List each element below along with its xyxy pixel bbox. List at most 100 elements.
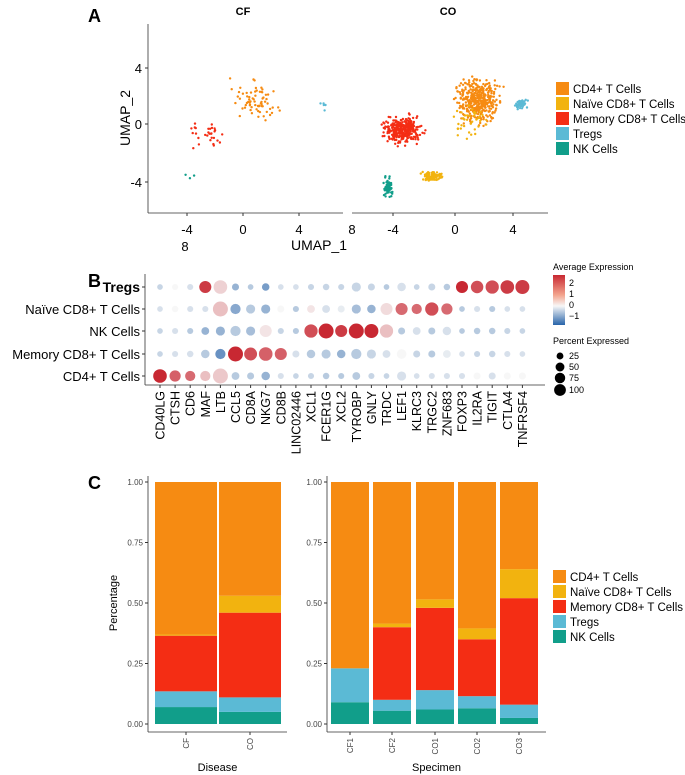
umap-point <box>252 78 255 81</box>
umap-point <box>386 125 389 129</box>
umap-point <box>475 94 479 97</box>
umap-point <box>483 84 487 88</box>
umap-point <box>473 88 477 92</box>
umap-point <box>210 126 214 130</box>
disease-bar-segment <box>155 691 217 708</box>
size-legend-label: 50 <box>569 362 579 372</box>
expression-dot <box>293 284 299 290</box>
umap-point <box>465 118 469 122</box>
gene-label: CTLA4 <box>501 391 515 430</box>
expression-dot <box>485 280 499 294</box>
gene-label: ZNF683 <box>440 391 454 436</box>
umap-point <box>458 84 461 87</box>
expression-dot <box>157 328 163 334</box>
specimen-bar-segment <box>373 627 411 700</box>
legend-label: Memory CD8+ T Cells <box>573 114 685 126</box>
umap-point <box>489 87 492 90</box>
umap-point <box>437 173 440 177</box>
expression-dot <box>459 306 465 312</box>
umap-point <box>468 114 471 118</box>
expression-dot <box>187 327 194 335</box>
umap-point <box>493 111 496 114</box>
expression-dot <box>259 324 272 338</box>
umap-point <box>463 114 467 117</box>
umap-point <box>472 103 476 106</box>
umap-point <box>466 83 469 86</box>
umap-point <box>249 91 253 94</box>
expression-dot <box>366 349 376 359</box>
expression-dot <box>442 350 451 358</box>
legend-key <box>553 630 566 643</box>
umap-point <box>485 88 488 92</box>
umap-point <box>272 90 275 93</box>
umap-point <box>474 97 477 100</box>
umap-point <box>322 103 325 107</box>
umap-point <box>395 126 398 130</box>
umap-point <box>464 86 467 89</box>
umap-point <box>409 130 412 133</box>
disease-bar-segment <box>219 595 281 613</box>
expression-dot <box>230 303 241 315</box>
gene-label: GNLY <box>365 390 379 424</box>
umap-point <box>403 144 407 147</box>
umap-point <box>194 132 198 135</box>
umap-point <box>394 142 397 145</box>
umap-point <box>417 138 420 141</box>
umap-point <box>410 132 413 135</box>
umap-point <box>473 114 476 117</box>
size-legend-dot <box>554 372 566 384</box>
umap-point <box>207 131 210 134</box>
row-label: NK Cells <box>89 324 140 339</box>
umap-point <box>461 91 465 95</box>
umap-point <box>491 99 495 102</box>
expression-dot <box>382 350 391 358</box>
expression-dot <box>277 372 284 380</box>
umap-point <box>393 126 396 130</box>
umap-point <box>271 106 274 109</box>
umap-point <box>397 140 400 143</box>
expression-dot <box>258 347 273 361</box>
umap-point <box>406 136 409 140</box>
gene-label: LEF1 <box>395 391 409 421</box>
umap-point <box>483 96 486 99</box>
legend-label: CD4+ T Cells <box>570 572 639 584</box>
umap-point <box>466 109 470 112</box>
umap-point <box>526 99 529 102</box>
umap-point <box>481 113 484 117</box>
umap-point <box>403 129 406 133</box>
umap-point <box>471 88 475 91</box>
umap-point <box>216 139 219 142</box>
expression-dot <box>397 371 407 381</box>
umap-point <box>432 172 435 175</box>
specimen-bar-segment <box>373 710 411 724</box>
legend-label: Tregs <box>573 129 602 141</box>
umap-point <box>486 101 489 105</box>
umap-point <box>520 100 523 103</box>
x-tick-label: 0 <box>239 222 246 237</box>
umap-point <box>474 132 477 136</box>
umap-point <box>436 178 439 181</box>
umap-point <box>384 176 387 179</box>
umap-point <box>323 109 326 112</box>
umap-point <box>411 137 415 141</box>
expression-dot <box>425 302 439 316</box>
facet-title-cf: CF <box>236 6 251 18</box>
umap-point <box>383 127 387 130</box>
expression-dot <box>318 323 334 339</box>
umap-point <box>258 110 262 114</box>
expression-dot <box>322 305 331 313</box>
umap-point <box>468 81 471 84</box>
expression-dot <box>455 280 469 294</box>
expression-dot <box>215 348 226 360</box>
umap-point <box>244 103 247 107</box>
umap-point <box>492 95 495 98</box>
umap-point <box>471 82 474 86</box>
panel-label-c: C <box>88 473 101 493</box>
expression-dot <box>247 372 255 380</box>
y-axis-title: UMAP_2 <box>117 90 133 146</box>
umap-point <box>391 125 395 129</box>
expression-dot <box>459 351 465 357</box>
legend-label: NK Cells <box>570 632 615 644</box>
umap-point <box>406 128 410 132</box>
umap-point <box>490 115 493 119</box>
